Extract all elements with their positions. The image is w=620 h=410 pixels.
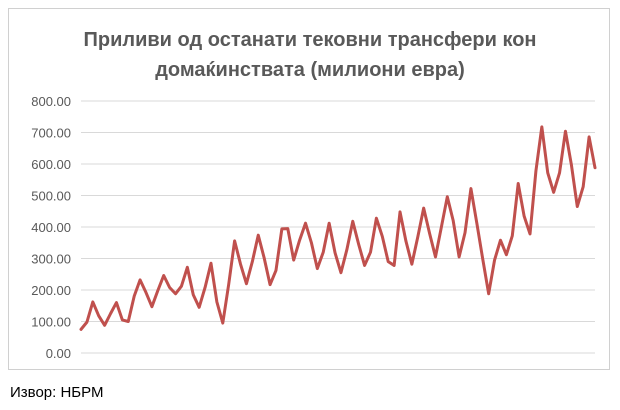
y-tick-label: 0.00: [46, 346, 71, 361]
y-tick-label: 500.00: [31, 189, 71, 204]
y-tick-label: 100.00: [31, 315, 71, 330]
chart-title-line-1: Приливи од останати тековни трансфери ко…: [83, 29, 537, 51]
y-tick-label: 700.00: [31, 126, 71, 141]
series-line: [79, 125, 597, 331]
y-tick-label: 800.00: [31, 94, 71, 109]
y-tick-label: 300.00: [31, 252, 71, 267]
chart-title-line-2: домаќинствата (милиони евра): [155, 59, 465, 81]
chart-frame: Приливи од останати тековни трансфери ко…: [8, 8, 610, 370]
line-chart: 0.00 100.00 200.00 300.00 400.00 500.00 600.00…: [31, 94, 597, 361]
y-tick-label: 400.00: [31, 220, 71, 235]
source-note: Извор: НБРМ: [10, 384, 104, 401]
y-tick-label: 600.00: [31, 157, 71, 172]
y-tick-label: 200.00: [31, 283, 71, 298]
